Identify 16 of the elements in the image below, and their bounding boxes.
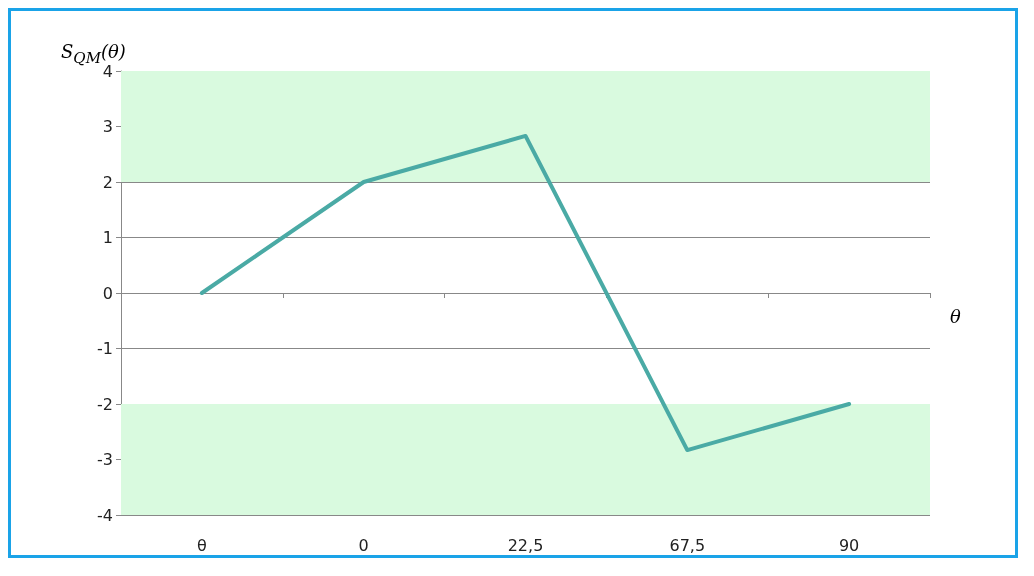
y-tick-label: -4 bbox=[97, 505, 113, 525]
x-tick-label: 67,5 bbox=[669, 535, 706, 555]
x-tick-label: 0 bbox=[358, 535, 369, 555]
y-tick-label: -1 bbox=[97, 339, 113, 358]
y-tick-label: -2 bbox=[97, 394, 113, 414]
x-tick-label: 22,5 bbox=[507, 535, 544, 555]
y-tick-label: 2 bbox=[102, 172, 113, 192]
x-axis-title: θ bbox=[950, 305, 961, 327]
x-tick-label: 90 bbox=[838, 535, 860, 555]
y-tick-label: 1 bbox=[102, 228, 113, 247]
y-tick-label: 4 bbox=[102, 61, 113, 81]
y-tick-label: 0 bbox=[102, 283, 113, 303]
y-tick-label: -3 bbox=[97, 450, 113, 469]
x-tick-label: θ bbox=[197, 535, 207, 555]
line-series bbox=[199, 133, 852, 453]
y-tick-label: 3 bbox=[102, 117, 113, 136]
